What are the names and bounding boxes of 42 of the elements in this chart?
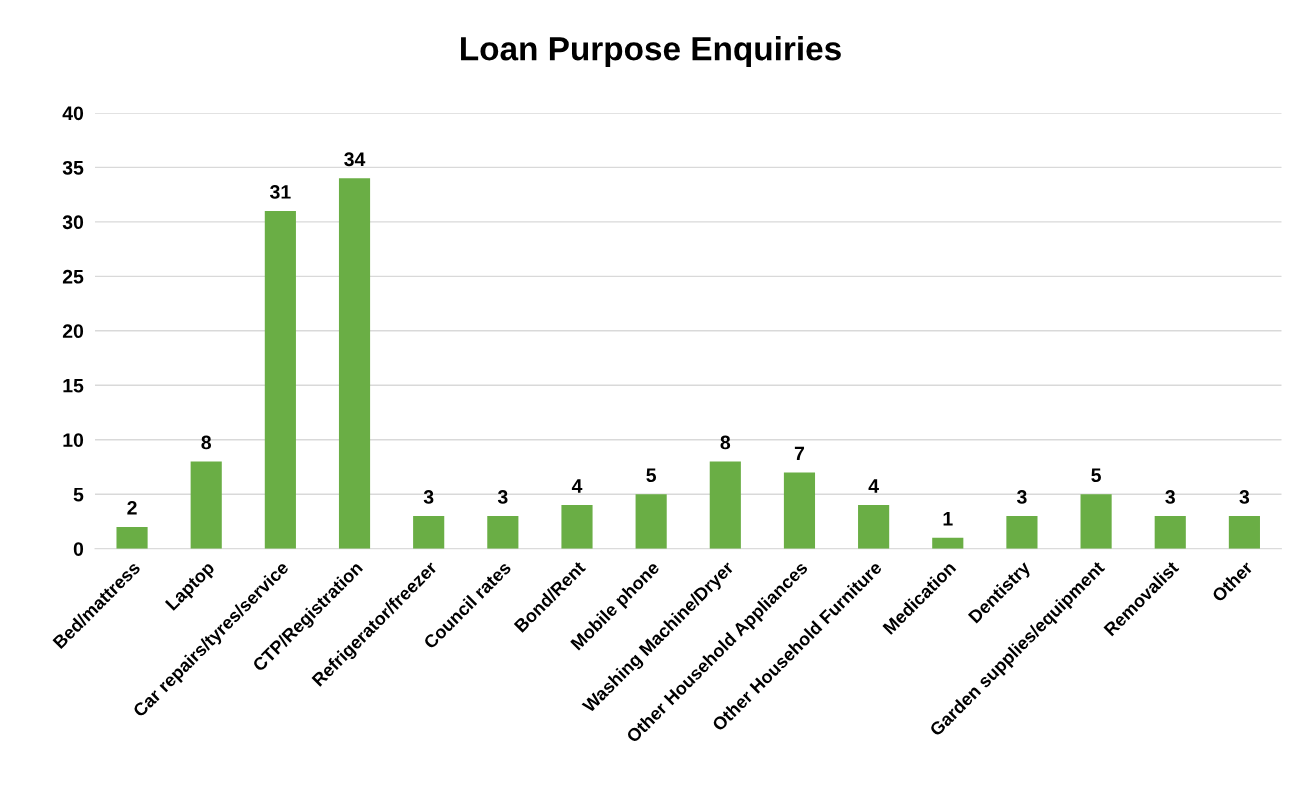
- data-label: 3: [497, 490, 508, 504]
- y-tick-label: 15: [63, 378, 84, 393]
- data-label: 3: [1165, 490, 1175, 504]
- bar: [264, 210, 296, 549]
- bar: [413, 516, 445, 549]
- bar: [487, 516, 519, 549]
- bar: [338, 178, 371, 549]
- data-label: 4: [868, 479, 879, 493]
- data-label: 5: [1091, 468, 1101, 483]
- bar: [858, 505, 890, 549]
- data-label: 2: [127, 500, 137, 515]
- y-tick-label: 0: [73, 542, 84, 556]
- bar: [190, 461, 222, 549]
- bar: [635, 494, 667, 549]
- data-label: 8: [201, 435, 212, 450]
- data-label: 3: [1016, 490, 1027, 504]
- bar: [1154, 516, 1186, 549]
- data-label: 34: [344, 152, 366, 167]
- data-label: 5: [646, 468, 657, 483]
- y-tick-label: 5: [73, 487, 84, 502]
- y-tick-label: 35: [62, 160, 84, 175]
- bar: [709, 461, 741, 549]
- bar: [116, 526, 148, 549]
- data-label: 3: [1239, 490, 1250, 504]
- data-label: 7: [794, 446, 805, 461]
- y-tick-label: 30: [62, 215, 84, 230]
- data-label: 8: [720, 435, 731, 450]
- data-label: 3: [423, 490, 434, 504]
- data-label: 1: [943, 512, 953, 526]
- y-tick-label: 10: [63, 433, 84, 447]
- y-tick-label: 20: [62, 324, 84, 339]
- bar: [932, 537, 964, 549]
- chart-title: Loan Purpose Enquiries: [461, 36, 841, 68]
- data-label: 4: [571, 479, 583, 493]
- data-label: 31: [270, 185, 291, 199]
- bar: [561, 505, 593, 549]
- y-tick-label: 25: [62, 269, 84, 284]
- bar: [1080, 494, 1112, 549]
- bar: [783, 472, 816, 549]
- y-tick-label: 40: [62, 106, 84, 121]
- bar: [1006, 516, 1038, 549]
- bar: [1228, 516, 1260, 549]
